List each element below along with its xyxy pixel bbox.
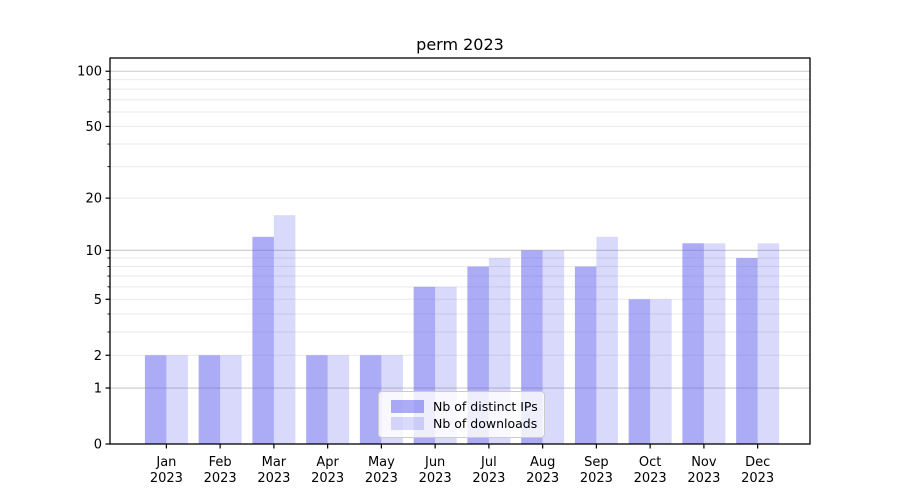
bar-downloads-nov (703, 243, 726, 444)
y-tick-label: 0 (94, 438, 102, 453)
bar-downloads-feb (220, 355, 242, 444)
x-tick-label-month: Nov (691, 455, 717, 470)
x-tick-label-year: 2023 (472, 471, 505, 486)
y-tick-label: 1 (94, 382, 102, 397)
x-tick-label-year: 2023 (526, 471, 559, 486)
x-tick-label-month: Oct (639, 455, 661, 470)
plot-border (109, 57, 811, 445)
x-tick-label-month: Apr (316, 455, 339, 470)
bar-downloads-apr (327, 355, 350, 444)
legend-item-distinct-ips: Nb of distinct IPs (391, 398, 544, 414)
bar-distinct-ips-mar (252, 236, 274, 444)
legend-label-distinct-ips: Nb of distinct IPs (433, 398, 538, 414)
bar-downloads-mar (273, 215, 296, 444)
x-tick-label-year: 2023 (311, 471, 344, 486)
x-tick-label-year: 2023 (204, 471, 237, 486)
x-tick-label-year: 2023 (419, 471, 452, 486)
legend-label-downloads: Nb of downloads (433, 415, 538, 431)
bar-distinct-ips-nov (682, 243, 704, 444)
bar-downloads-jan (166, 355, 188, 444)
x-tick-label-year: 2023 (257, 471, 290, 486)
x-tick-label-year: 2023 (687, 471, 720, 486)
bar-downloads-sep (596, 236, 618, 444)
y-tick-label: 20 (85, 192, 102, 207)
y-tick-label: 100 (77, 65, 102, 80)
x-tick-label-year: 2023 (741, 471, 774, 486)
bar-downloads-aug (542, 250, 565, 444)
x-tick-label-month: Jul (480, 455, 497, 470)
legend-swatch-distinct-ips (391, 399, 424, 413)
legend-swatch-downloads (391, 416, 424, 430)
y-tick-label: 5 (94, 293, 102, 308)
legend: Nb of distinct IPs Nb of downloads (378, 391, 545, 438)
x-tick-label-month: Jan (155, 455, 176, 470)
y-tick-label: 10 (85, 244, 102, 259)
x-tick-label-month: Jun (424, 455, 445, 470)
x-tick-label-year: 2023 (580, 471, 613, 486)
legend-item-downloads: Nb of downloads (391, 415, 544, 431)
x-tick-label-month: Mar (262, 455, 287, 470)
bar-distinct-ips-jan (144, 355, 167, 444)
x-tick-label-year: 2023 (150, 471, 183, 486)
x-tick-label-month: Dec (745, 455, 770, 470)
bar-distinct-ips-sep (574, 266, 597, 444)
bar-distinct-ips-oct (628, 299, 651, 444)
x-tick-label-year: 2023 (365, 471, 398, 486)
bar-distinct-ips-feb (198, 355, 221, 444)
x-tick-label-year: 2023 (634, 471, 667, 486)
bar-downloads-dec (757, 243, 780, 444)
bar-downloads-oct (650, 299, 672, 444)
y-tick-label: 50 (85, 120, 102, 135)
x-tick-label-month: Sep (584, 455, 609, 470)
chart-title: perm 2023 (416, 35, 504, 54)
x-tick-label-month: Feb (209, 455, 232, 470)
x-tick-label-month: Aug (530, 455, 555, 470)
y-tick-label: 2 (94, 349, 102, 364)
x-tick-label-month: May (368, 455, 395, 470)
bar-distinct-ips-dec (736, 258, 758, 444)
bar-distinct-ips-may (359, 355, 382, 444)
bar-distinct-ips-apr (306, 355, 328, 444)
